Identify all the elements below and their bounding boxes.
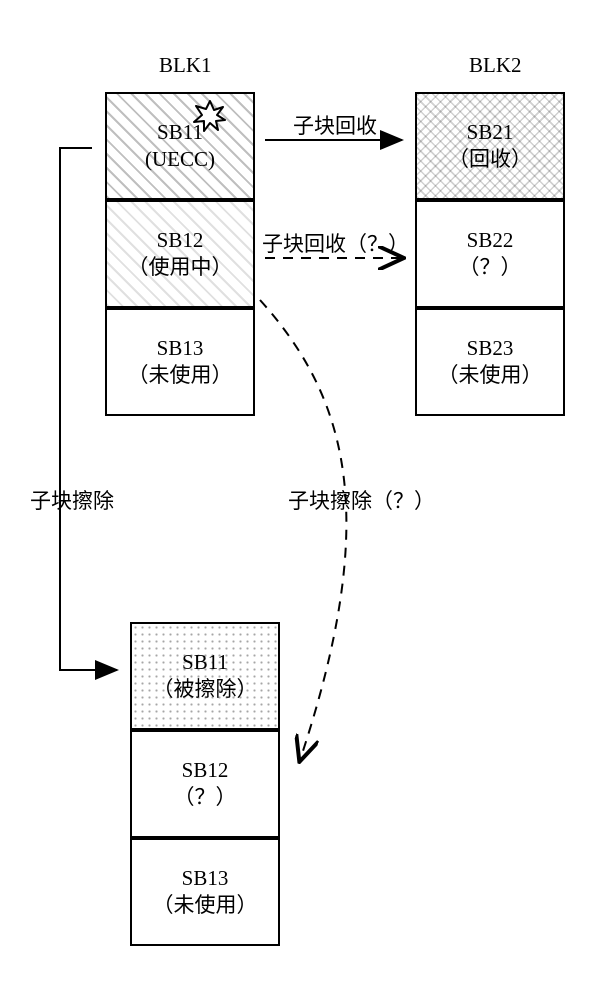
erase-label: 子块擦除 bbox=[30, 485, 150, 515]
subblock-sb13: SB13 （未使用） bbox=[105, 308, 255, 416]
sb11e-line2: （被擦除） bbox=[153, 676, 258, 703]
sb12e-line1: SB12 bbox=[182, 757, 229, 784]
sb22-line2: （？） bbox=[459, 254, 522, 281]
curve-label: 子块擦除（？） bbox=[288, 485, 468, 515]
subblock-sb23: SB23 （未使用） bbox=[415, 308, 565, 416]
sb11e-line1: SB11 bbox=[182, 649, 228, 676]
arrow2-label: 子块回收（？） bbox=[253, 228, 418, 258]
blk1-header-line1: BLK1 bbox=[159, 53, 212, 77]
sb13-line1: SB13 bbox=[157, 335, 204, 362]
subblock-sb21: SB21 （回收） bbox=[415, 92, 565, 200]
subblock-sb11: SB11 (UECC) bbox=[105, 92, 255, 200]
subblock-sb22: SB22 （？） bbox=[415, 200, 565, 308]
arrow1-label: 子块回收 bbox=[265, 110, 405, 140]
blk2-header-line1: BLK2 bbox=[469, 53, 522, 77]
sb12-line1: SB12 bbox=[157, 227, 204, 254]
sb21-line2: （回收） bbox=[448, 146, 532, 173]
sb12e-line2: （？） bbox=[174, 784, 237, 811]
sb21-line1: SB21 bbox=[467, 119, 514, 146]
sb13e-line2: （未使用） bbox=[153, 892, 258, 919]
sb11-line1: SB11 bbox=[157, 119, 203, 146]
sb13-line2: （未使用） bbox=[128, 362, 233, 389]
subblock-sb12: SB12 （使用中） bbox=[105, 200, 255, 308]
sb13e-line1: SB13 bbox=[182, 865, 229, 892]
sb11-line2: (UECC) bbox=[145, 146, 215, 173]
sb12-line2: （使用中） bbox=[128, 254, 233, 281]
sb22-line1: SB22 bbox=[467, 227, 514, 254]
subblock-sb11-erased: SB11 （被擦除） bbox=[130, 622, 280, 730]
subblock-sb13-erased: SB13 （未使用） bbox=[130, 838, 280, 946]
subblock-sb12-erased: SB12 （？） bbox=[130, 730, 280, 838]
sb23-line1: SB23 bbox=[467, 335, 514, 362]
sb23-line2: （未使用） bbox=[438, 362, 543, 389]
